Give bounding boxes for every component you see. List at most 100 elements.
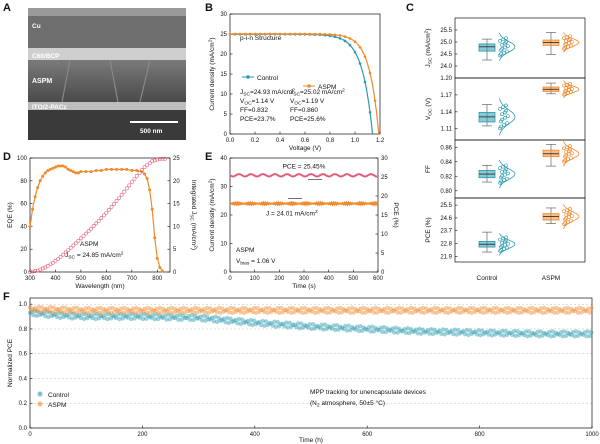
jv-point-aspm [273, 32, 277, 36]
stability-point-control [469, 331, 474, 336]
spo-x-label: Time (s) [292, 283, 316, 290]
stability-point-aspm [322, 306, 328, 311]
stability-point-control [96, 316, 102, 321]
stability-point-aspm [194, 310, 200, 315]
stability-point-control [445, 330, 451, 336]
stability-point-control [134, 313, 139, 318]
eqe-point [48, 167, 52, 171]
stability-point-control [343, 323, 348, 329]
box-y-0-tick-label: 25.0 [440, 40, 452, 46]
stability-point-control [516, 333, 522, 338]
box-point-control [500, 46, 504, 51]
box-point-control [500, 117, 504, 122]
stability-point-control [262, 323, 267, 329]
eqe-x-label: Wavelength (nm) [75, 283, 124, 290]
spo-x-tick-label: 300 [299, 276, 310, 282]
stability-point-control [432, 327, 437, 333]
stability-point-control [351, 326, 356, 331]
box-point-control [500, 174, 504, 178]
stability-point-aspm [142, 306, 147, 311]
stability-point-control [174, 313, 179, 318]
stability-point-control [164, 317, 169, 322]
stability-point-aspm [51, 305, 56, 310]
eqe-point [148, 188, 152, 192]
stability-point-control [555, 331, 560, 337]
jv-point-control [333, 35, 337, 39]
stability-point-aspm [32, 306, 38, 311]
stability-point-aspm [454, 309, 459, 315]
jsc-integrated-point [127, 183, 132, 188]
stability-point-aspm [174, 308, 179, 314]
stability-point-aspm [225, 307, 230, 312]
stability-point-control [567, 331, 572, 337]
box-point-aspm [568, 84, 572, 89]
stability-point-aspm [248, 307, 254, 312]
stability-point-control [240, 317, 245, 322]
stability-point-aspm [164, 308, 169, 314]
eqe-point [66, 167, 70, 171]
stability-point-control [268, 320, 274, 326]
stability-point-control [193, 313, 198, 319]
spo-pce-trace [229, 173, 379, 178]
box-point-control [504, 36, 508, 40]
stability-point-control [179, 317, 184, 322]
stability-point-aspm [240, 305, 245, 311]
stability-point-aspm [209, 309, 215, 314]
eqe-point [46, 169, 50, 173]
stability-point-control [169, 313, 174, 319]
stability-point-aspm [169, 305, 174, 311]
stability-point-aspm [80, 307, 85, 313]
jsc-integrated-point [157, 157, 162, 161]
box-point-control [499, 179, 503, 184]
stability-point-control [128, 316, 134, 322]
panel-f-letter: F [3, 291, 10, 303]
jv-point-aspm [268, 32, 272, 36]
jsc-integrated-point [140, 167, 145, 172]
box-point-aspm [564, 153, 568, 158]
stability-point-aspm [134, 305, 139, 311]
jsc-integrated-point [61, 252, 66, 257]
stability-point-control [213, 314, 218, 320]
stability-point-aspm [166, 306, 171, 312]
jv-point-control [353, 50, 357, 54]
stability-point-control [282, 324, 287, 329]
stability-point-aspm [268, 309, 274, 315]
stability-point-control [241, 320, 247, 326]
stability-point-aspm [424, 306, 429, 311]
jsc-integrated-point [40, 266, 45, 271]
stability-point-aspm [457, 310, 463, 316]
stability-point-aspm [420, 305, 426, 311]
jsc-integrated-point [73, 241, 78, 246]
stability-point-control [481, 331, 486, 337]
box-ylabel-3: PCE (%) [425, 217, 432, 242]
stability-point-control [231, 318, 237, 324]
stability-point-aspm [531, 310, 537, 315]
stability-point-control [220, 317, 225, 323]
stability-point-aspm [171, 310, 176, 315]
stability-x-tick-label: 400 [250, 432, 261, 438]
stability-point-aspm [370, 306, 375, 312]
stability-point-aspm [390, 308, 395, 314]
stability-point-control [160, 315, 166, 321]
stability-point-control [307, 322, 313, 327]
stability-point-aspm [496, 309, 501, 315]
stability-point-aspm [447, 306, 453, 311]
stability-point-control [214, 319, 220, 324]
box-point-aspm [562, 92, 566, 97]
stability-point-aspm [145, 305, 151, 311]
stability-point-aspm [574, 306, 579, 311]
stability-point-control [144, 316, 149, 321]
stability-point-aspm [361, 305, 367, 311]
stability-point-control [238, 321, 243, 327]
stability-point-aspm [570, 308, 576, 314]
stability-point-control [162, 313, 168, 318]
stability-point-control [31, 312, 36, 318]
stability-point-aspm [353, 306, 358, 312]
stability-point-control [552, 333, 557, 339]
stability-point-control [300, 325, 306, 330]
stability-point-aspm [344, 309, 350, 314]
jsc-integrated-point [56, 256, 61, 261]
stability-point-control [356, 328, 361, 334]
stability-point-control [542, 330, 547, 336]
stability-point-aspm [73, 310, 78, 315]
